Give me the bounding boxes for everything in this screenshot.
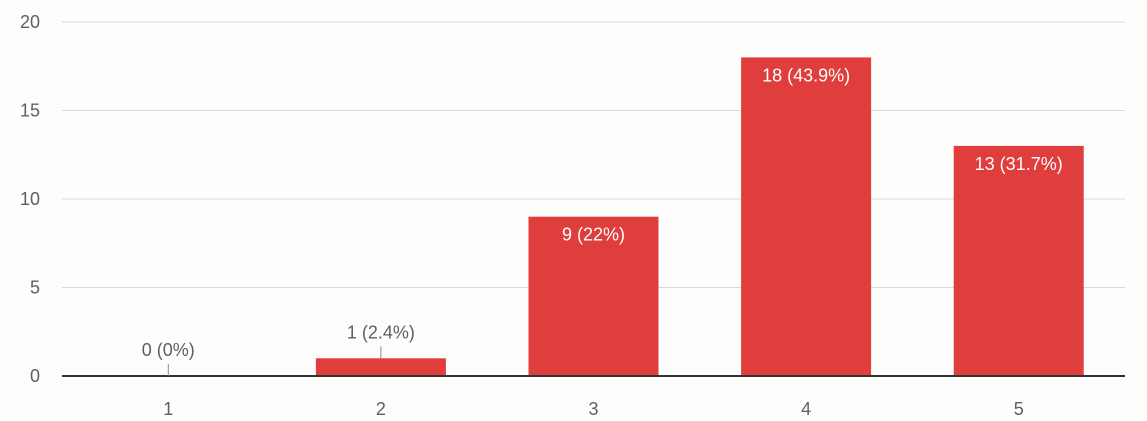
y-tick-label: 5 [30, 278, 40, 298]
x-tick-label: 4 [801, 399, 811, 419]
bar [315, 358, 446, 376]
data-label: 13 (31.7%) [975, 154, 1063, 174]
data-label: 18 (43.9%) [762, 65, 850, 85]
x-tick-label: 5 [1014, 399, 1024, 419]
y-tick-label: 10 [20, 189, 40, 209]
bar [953, 145, 1084, 376]
data-label: 9 (22%) [562, 225, 625, 245]
x-tick-label: 2 [376, 399, 386, 419]
data-labels: 0 (0%) 1 (2.4%) 9 (22%) 18 (43.9%) 13 (31.7%… [142, 65, 1063, 376]
x-tick-label: 1 [163, 399, 173, 419]
data-label: 0 (0%) [142, 340, 195, 360]
bar [741, 57, 872, 377]
data-label: 1 (2.4%) [347, 322, 415, 342]
x-tick-label: 3 [588, 399, 598, 419]
bar [528, 216, 659, 376]
y-tick-label: 0 [30, 366, 40, 386]
y-axis-ticks: 0 5 10 15 20 [20, 12, 40, 386]
y-tick-label: 15 [20, 101, 40, 121]
x-axis-ticks: 1 2 3 4 5 [163, 399, 1023, 419]
bar-series [315, 57, 1084, 377]
y-tick-label: 20 [20, 12, 40, 32]
